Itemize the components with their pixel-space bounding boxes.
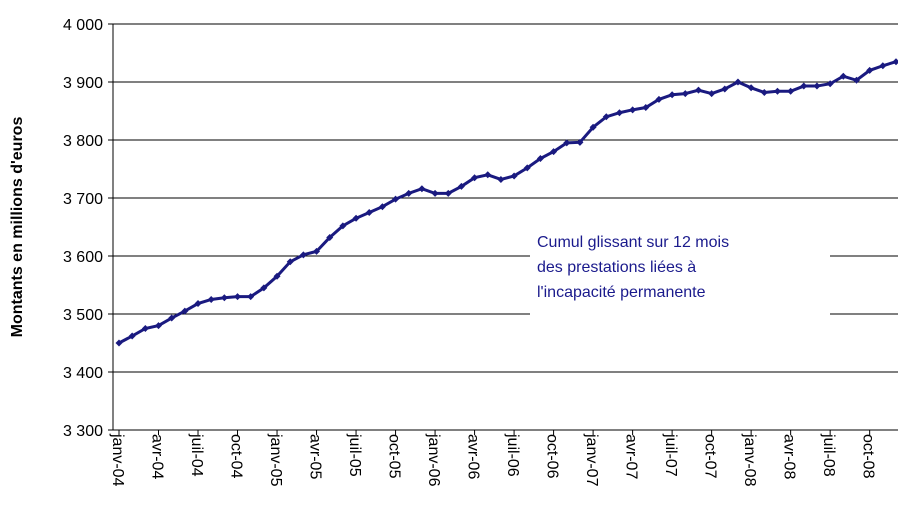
point	[444, 189, 452, 197]
x-tick-label: janv-06	[425, 433, 442, 487]
annotation: Cumul glissant sur 12 mois des prestatio…	[530, 225, 830, 317]
point	[655, 95, 663, 103]
point	[194, 300, 202, 308]
y-tick-label: 3 300	[63, 423, 103, 440]
point	[234, 293, 242, 301]
point	[155, 322, 163, 330]
x-tick-label: oct-06	[544, 434, 561, 479]
point	[773, 87, 781, 95]
x-tick-label: janv-07	[583, 433, 600, 487]
point	[615, 109, 623, 117]
y-axis-label: Montants en millions d'euros	[9, 117, 26, 338]
point	[365, 209, 373, 216]
point	[457, 182, 465, 190]
point	[352, 214, 360, 222]
point	[879, 62, 887, 70]
point	[852, 76, 860, 84]
point	[207, 296, 215, 303]
point	[418, 185, 426, 193]
y-tick-label: 3 600	[63, 249, 103, 266]
point	[787, 87, 795, 95]
point	[181, 307, 189, 315]
x-tick-label: oct-04	[228, 434, 245, 479]
y-tick-label: 3 900	[63, 75, 103, 92]
x-tick-label: oct-08	[860, 434, 877, 479]
x-tick-label: janv-08	[741, 433, 758, 487]
point	[813, 82, 821, 90]
point	[839, 72, 847, 80]
plot	[115, 58, 898, 347]
point	[523, 164, 531, 172]
x-tick-label: juil-04	[188, 433, 205, 477]
x-tick-label: oct-07	[702, 434, 719, 479]
point	[220, 294, 228, 302]
point	[471, 174, 479, 182]
x-tick-label: avr-07	[623, 434, 640, 479]
point	[589, 123, 597, 131]
point	[392, 195, 400, 203]
point	[550, 148, 558, 156]
x-tick-label: juil-08	[820, 433, 837, 477]
point	[247, 293, 255, 301]
point	[642, 104, 650, 112]
point	[563, 139, 571, 147]
point	[326, 233, 334, 241]
x-tick-label: avr-05	[307, 434, 324, 479]
annotation-line: Cumul glissant sur 12 mois	[537, 234, 729, 251]
point	[497, 175, 505, 183]
point	[128, 332, 136, 340]
y-tick-label: 3 400	[63, 365, 103, 382]
y-tick-label: 3 800	[63, 133, 103, 150]
point	[734, 78, 742, 86]
y-tick-label: 3 500	[63, 307, 103, 324]
x-tick-label: avr-06	[465, 434, 482, 479]
y-tick-label: 3 700	[63, 191, 103, 208]
x-tick-label: oct-05	[386, 434, 403, 479]
x-tick-label: juil-06	[504, 433, 521, 477]
point	[668, 91, 676, 99]
point	[313, 247, 321, 255]
x-tick-label: janv-04	[109, 433, 126, 487]
grid: 3 300 3 400 3 500 3 600 3 700 3 800 3 900 4 000…	[63, 17, 898, 487]
point	[484, 171, 492, 179]
point	[800, 82, 808, 90]
point	[866, 66, 874, 74]
point	[141, 325, 149, 332]
point	[629, 106, 637, 114]
annotation-box	[530, 225, 830, 317]
point	[299, 251, 307, 259]
point	[681, 90, 689, 98]
point	[339, 222, 347, 230]
annotation-line: l'incapacité permanente	[537, 284, 706, 301]
point	[721, 85, 729, 93]
x-tick-label: avr-08	[781, 434, 798, 479]
point	[536, 155, 544, 163]
x-tick-label: avr-04	[149, 434, 166, 479]
x-tick-label: juil-05	[346, 433, 363, 477]
point	[694, 86, 702, 94]
point	[576, 138, 584, 146]
point	[378, 203, 386, 211]
point	[260, 284, 268, 292]
point	[286, 258, 294, 266]
x-tick-label: juil-07	[662, 433, 679, 477]
point	[892, 58, 898, 66]
point	[747, 84, 755, 92]
point	[826, 80, 834, 88]
point	[115, 339, 123, 347]
annotation-line: des prestations liées à	[537, 259, 696, 276]
point	[602, 113, 610, 121]
point	[405, 189, 413, 197]
y-tick-label: 4 000	[63, 17, 103, 34]
point	[168, 314, 176, 322]
point	[760, 88, 768, 96]
point	[273, 272, 281, 280]
point	[431, 189, 439, 197]
point	[510, 172, 518, 180]
x-tick-label: janv-05	[267, 433, 284, 487]
point	[708, 90, 716, 98]
